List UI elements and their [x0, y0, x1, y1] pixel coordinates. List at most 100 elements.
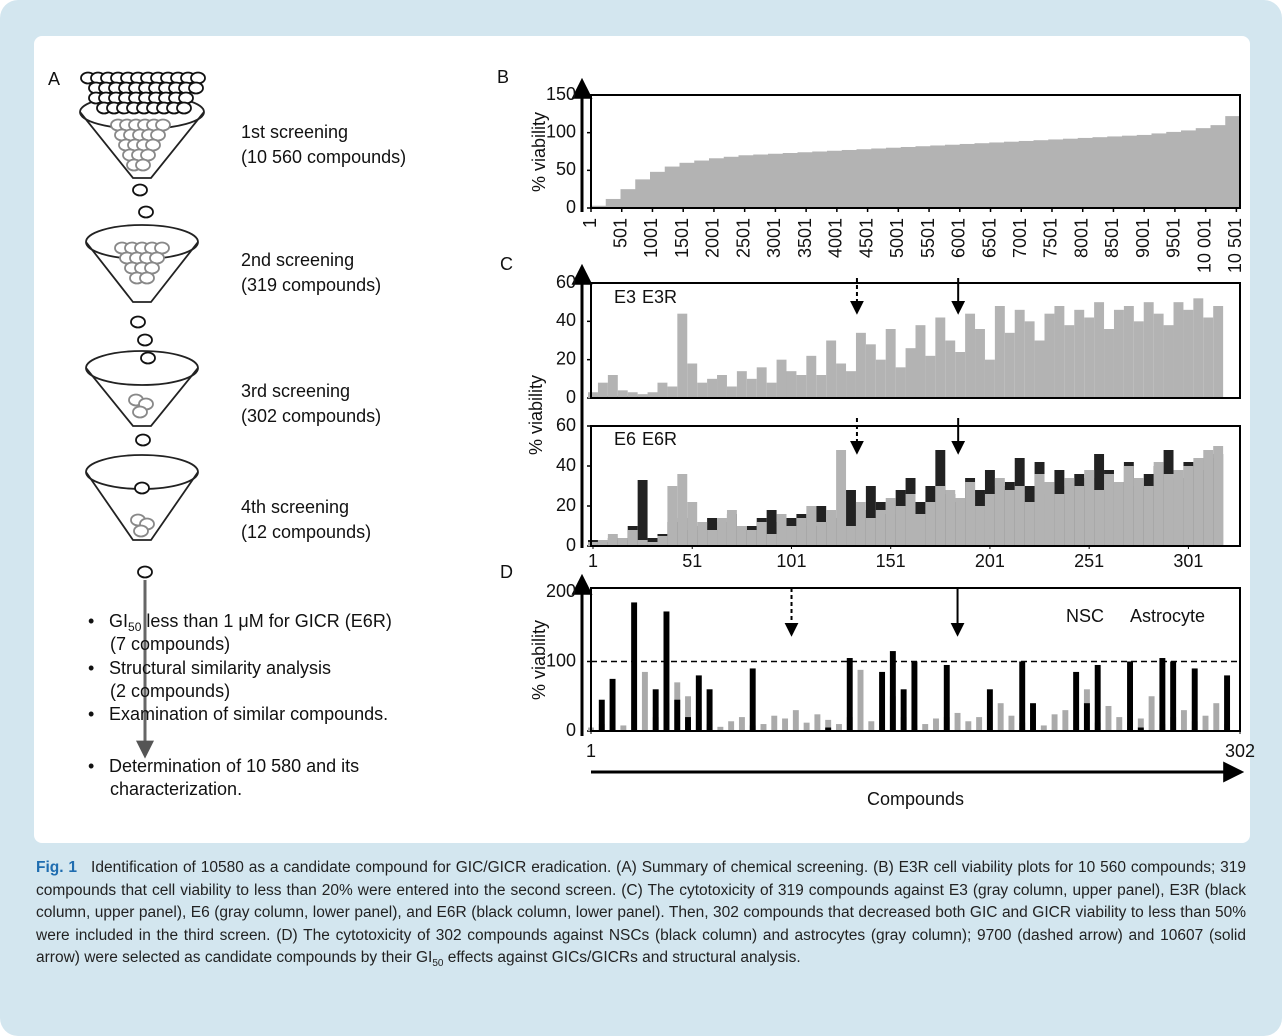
bar [1148, 696, 1155, 731]
bar [825, 727, 832, 731]
bar [1159, 658, 1166, 731]
x-tick-label: 4001 [826, 218, 846, 258]
y-axis-label: % viability [529, 620, 549, 700]
bar [1104, 329, 1114, 398]
bar [605, 198, 621, 208]
bar [746, 530, 757, 546]
bar [1153, 313, 1164, 398]
bar [846, 371, 856, 398]
bar [965, 721, 972, 731]
bar [1113, 309, 1124, 398]
bar [637, 394, 648, 398]
bar [677, 474, 688, 546]
bar [694, 160, 710, 208]
bar [895, 367, 906, 398]
compound-ball [135, 433, 151, 447]
bar [986, 689, 993, 731]
bar [814, 714, 821, 731]
bar [609, 678, 616, 731]
bar [1181, 130, 1197, 208]
bar [771, 715, 778, 731]
bar [875, 359, 886, 398]
bar [738, 717, 745, 731]
bar [796, 375, 807, 398]
bar [1166, 131, 1182, 208]
bar [806, 506, 817, 546]
panel-letter: B [497, 67, 509, 87]
bar [925, 355, 936, 398]
bar [1202, 715, 1209, 731]
x-tick-label: 9501 [1164, 218, 1184, 258]
bar [1137, 727, 1144, 731]
bar [685, 696, 691, 731]
bar [1127, 661, 1134, 731]
compound-ball [139, 271, 155, 285]
bar [1143, 486, 1154, 546]
bar [1173, 302, 1184, 398]
x-tick-label: 1 [580, 218, 600, 228]
bar [1062, 710, 1069, 731]
bar [588, 542, 598, 546]
bar [620, 725, 627, 731]
bar [868, 721, 875, 731]
y-tick-label: 0 [566, 720, 576, 740]
bar [989, 142, 1005, 208]
caption: Fig. 1 Identification of 10580 as a candi… [36, 857, 1246, 976]
x-tick-label: 301 [1173, 551, 1203, 571]
bar [922, 724, 929, 731]
y-tick-label: 50 [556, 159, 576, 179]
bar [1163, 474, 1174, 546]
bar [846, 490, 856, 546]
bar [1033, 140, 1049, 208]
x-tick-label: 4501 [856, 218, 876, 258]
bar [1195, 128, 1211, 208]
legend-entry: Astrocyte [1130, 606, 1205, 626]
stage-title: 4th screening [241, 497, 349, 517]
legend-entry: NSC [1066, 606, 1104, 626]
bar [753, 154, 769, 208]
bar [1133, 478, 1144, 546]
bar [955, 352, 966, 398]
bar [796, 518, 807, 546]
compound-ball [132, 183, 148, 197]
bar [812, 151, 828, 208]
y-tick-label: 40 [556, 310, 576, 330]
bar [857, 669, 864, 731]
bar [647, 392, 658, 398]
bar [687, 363, 698, 398]
bar [976, 717, 983, 731]
bar [746, 378, 757, 398]
bar [955, 498, 966, 546]
bar [865, 518, 876, 546]
x-tick-label: 3001 [764, 218, 784, 258]
bar [782, 153, 798, 208]
bar [975, 329, 985, 398]
bar [1163, 325, 1174, 398]
bar [1136, 134, 1152, 208]
x-tick-label: 302 [1225, 741, 1255, 761]
bullet: • [88, 704, 94, 724]
plot-frame [590, 282, 1241, 399]
bar [1225, 116, 1241, 208]
bar [1063, 138, 1079, 208]
x-tick-label: 5001 [887, 218, 907, 258]
bar [617, 538, 628, 546]
step-text-part: less than 1 μM for GICR (E6R) [141, 611, 391, 631]
bar [607, 534, 618, 546]
bar [1143, 302, 1154, 398]
bar [749, 668, 756, 731]
bar [1034, 340, 1045, 398]
bar [797, 152, 813, 208]
bar [1094, 302, 1105, 398]
bar [905, 494, 916, 546]
bar [756, 367, 767, 398]
bar [1044, 482, 1055, 546]
stage-count: (12 compounds) [241, 522, 371, 542]
bar [766, 510, 777, 546]
bar [756, 522, 767, 546]
bar [975, 506, 985, 546]
y-axis-label: % viability [526, 375, 546, 455]
x-tick-label: 3501 [795, 218, 815, 258]
bar [792, 710, 799, 731]
